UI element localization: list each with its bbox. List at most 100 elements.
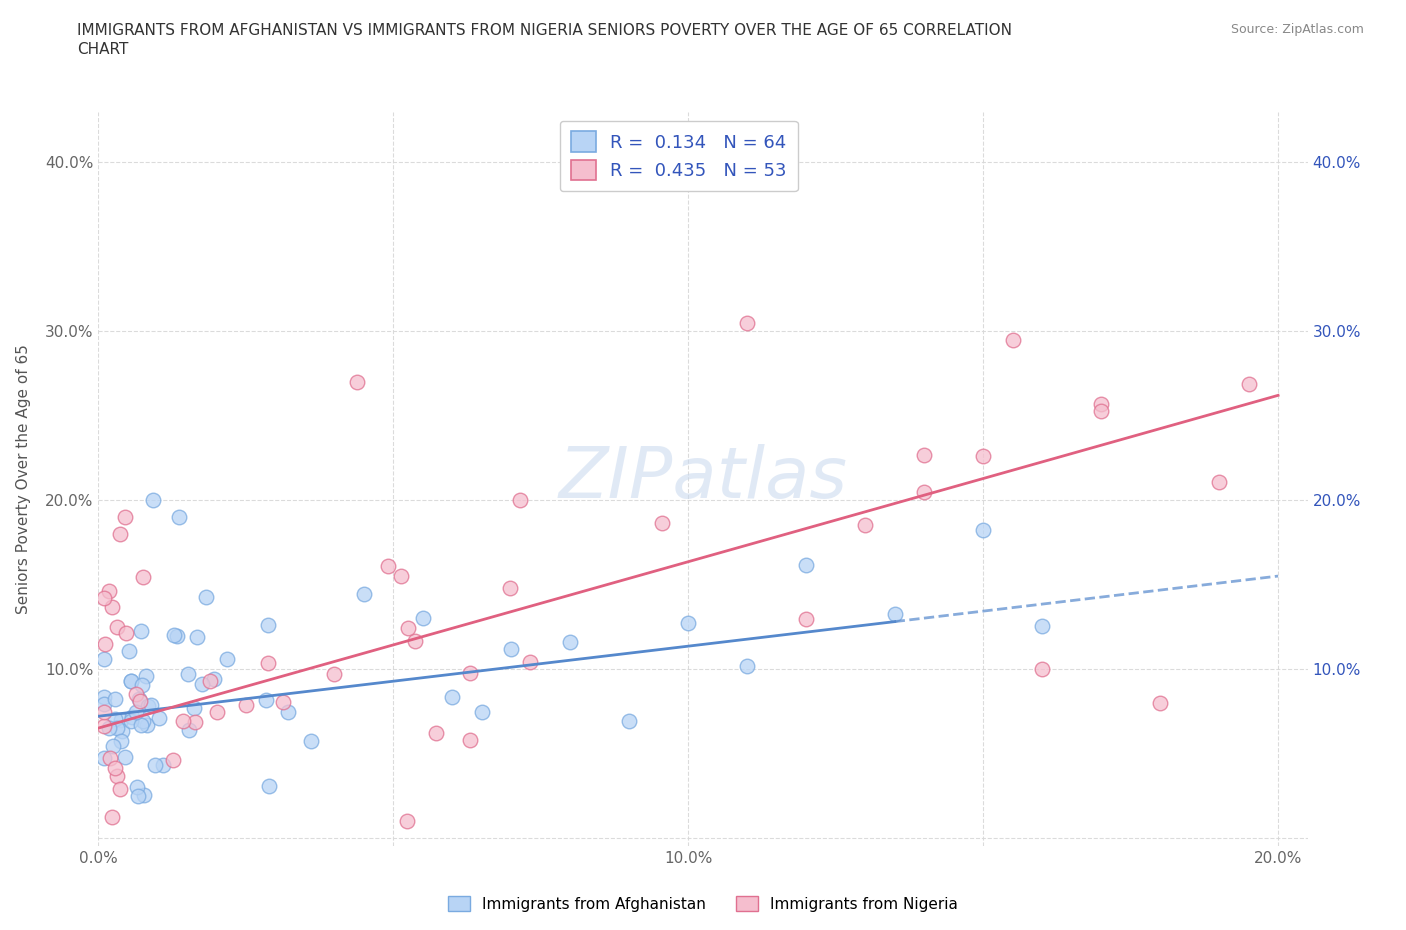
Point xyxy=(125,687,148,702)
Point xyxy=(353,587,375,602)
Point xyxy=(794,557,817,572)
Point xyxy=(1090,404,1112,418)
Point xyxy=(105,721,128,736)
Point xyxy=(883,606,905,621)
Point xyxy=(179,723,201,737)
Point xyxy=(101,600,124,615)
Point xyxy=(129,623,152,638)
Point xyxy=(257,656,280,671)
Point xyxy=(93,704,115,719)
Point xyxy=(101,739,124,754)
Legend: R =  0.134   N = 64, R =  0.435   N = 53: R = 0.134 N = 64, R = 0.435 N = 53 xyxy=(560,121,797,192)
Point xyxy=(912,447,935,462)
Point xyxy=(853,517,876,532)
Point xyxy=(143,758,166,773)
Point xyxy=(114,750,136,764)
Point xyxy=(108,526,131,541)
Point xyxy=(104,761,127,776)
Point xyxy=(471,704,494,719)
Point xyxy=(172,713,194,728)
Point xyxy=(560,634,582,649)
Point xyxy=(346,375,368,390)
Point xyxy=(460,665,482,680)
Y-axis label: Seniors Poverty Over the Age of 65: Seniors Poverty Over the Age of 65 xyxy=(17,344,31,614)
Point xyxy=(1031,618,1053,633)
Point xyxy=(519,655,541,670)
Point xyxy=(217,651,239,666)
Point xyxy=(257,618,280,632)
Point xyxy=(98,584,121,599)
Point xyxy=(152,758,174,773)
Point xyxy=(104,711,127,726)
Text: Source: ZipAtlas.com: Source: ZipAtlas.com xyxy=(1230,23,1364,36)
Point xyxy=(205,704,228,719)
Point xyxy=(183,700,205,715)
Point xyxy=(254,693,277,708)
Point xyxy=(166,629,188,644)
Point xyxy=(127,789,149,804)
Point xyxy=(132,713,155,728)
Point xyxy=(1149,696,1171,711)
Point xyxy=(115,626,138,641)
Point xyxy=(186,629,208,644)
Point xyxy=(136,698,159,713)
Point xyxy=(794,612,817,627)
Point xyxy=(163,628,186,643)
Point xyxy=(125,705,148,720)
Point xyxy=(257,778,280,793)
Point xyxy=(93,751,115,765)
Point xyxy=(107,769,129,784)
Point xyxy=(110,712,132,727)
Point xyxy=(277,704,299,719)
Point xyxy=(912,485,935,499)
Point xyxy=(1031,661,1053,676)
Point xyxy=(651,515,673,530)
Point xyxy=(129,718,152,733)
Point xyxy=(148,711,170,725)
Point xyxy=(100,809,122,824)
Legend: Immigrants from Afghanistan, Immigrants from Nigeria: Immigrants from Afghanistan, Immigrants … xyxy=(441,889,965,918)
Point xyxy=(235,698,257,712)
Point xyxy=(118,644,141,658)
Point xyxy=(108,782,131,797)
Point xyxy=(458,733,481,748)
Point xyxy=(425,725,447,740)
Point xyxy=(1208,474,1230,489)
Point xyxy=(127,779,149,794)
Point xyxy=(110,734,132,749)
Point xyxy=(129,694,152,709)
Point xyxy=(198,674,221,689)
Point xyxy=(98,751,121,765)
Text: IMMIGRANTS FROM AFGHANISTAN VS IMMIGRANTS FROM NIGERIA SENIORS POVERTY OVER THE : IMMIGRANTS FROM AFGHANISTAN VS IMMIGRANT… xyxy=(77,23,1012,38)
Point xyxy=(104,691,127,706)
Point xyxy=(94,636,117,651)
Point xyxy=(120,674,142,689)
Point xyxy=(93,719,115,734)
Point xyxy=(136,718,159,733)
Point xyxy=(972,448,994,463)
Point xyxy=(202,671,225,686)
Point xyxy=(191,677,214,692)
Point xyxy=(323,667,346,682)
Point xyxy=(619,714,641,729)
Point xyxy=(1237,377,1260,392)
Point xyxy=(404,634,426,649)
Point xyxy=(396,620,419,635)
Point xyxy=(121,710,143,724)
Point xyxy=(105,619,128,634)
Point xyxy=(93,697,115,711)
Point xyxy=(139,698,162,712)
Point xyxy=(128,691,150,706)
Point xyxy=(499,580,522,595)
Point xyxy=(93,591,115,605)
Point xyxy=(131,678,153,693)
Point xyxy=(120,673,142,688)
Point xyxy=(972,523,994,538)
Point xyxy=(678,616,700,631)
Point xyxy=(735,315,758,330)
Text: ZIPatlas: ZIPatlas xyxy=(558,445,848,513)
Point xyxy=(412,611,434,626)
Point xyxy=(395,814,418,829)
Point xyxy=(114,510,136,525)
Point xyxy=(142,493,165,508)
